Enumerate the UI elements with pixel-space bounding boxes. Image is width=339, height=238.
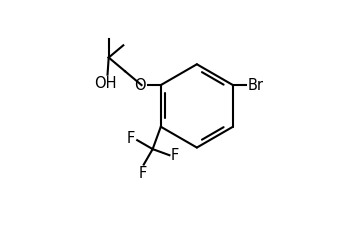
Text: O: O bbox=[134, 78, 146, 93]
Text: F: F bbox=[138, 166, 147, 181]
Text: OH: OH bbox=[94, 76, 116, 91]
Text: F: F bbox=[127, 131, 135, 146]
Text: F: F bbox=[171, 148, 179, 163]
Text: Br: Br bbox=[247, 78, 263, 93]
